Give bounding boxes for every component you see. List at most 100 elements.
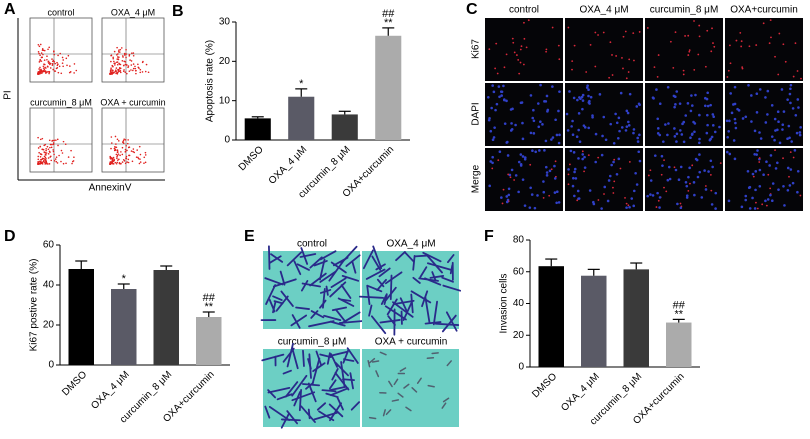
cell-stain	[402, 301, 413, 321]
y-tick-label: 40	[43, 280, 55, 291]
cell-dot	[491, 138, 495, 142]
cell-dot	[741, 67, 744, 70]
cell-dot	[581, 153, 585, 156]
cell-dot	[658, 196, 662, 199]
cell-stain	[422, 251, 442, 263]
event-dot	[44, 153, 47, 156]
cell-dot	[656, 75, 659, 78]
cell-dot	[792, 75, 795, 78]
cell-stain	[282, 369, 292, 375]
cell-dot	[615, 172, 619, 176]
cell-dot	[544, 165, 548, 169]
event-dot	[113, 147, 116, 150]
cell-dot	[713, 130, 717, 134]
y-tick-label: 0	[518, 362, 524, 373]
cell-dot	[505, 195, 509, 198]
cell-dot	[711, 165, 714, 169]
event-dot	[110, 136, 113, 138]
cell-stain	[403, 383, 410, 389]
event-dot	[141, 71, 144, 73]
cell-dot	[545, 48, 548, 51]
cell-dot	[598, 93, 602, 96]
cell-dot	[503, 66, 506, 69]
cell-dot	[770, 104, 774, 107]
cell-dot	[620, 126, 624, 129]
cell-dot	[502, 188, 505, 191]
cell-dot	[608, 174, 612, 178]
cell-dot	[647, 174, 650, 177]
event-dot	[39, 54, 41, 57]
cell-dot	[557, 141, 561, 145]
cell-stain	[329, 320, 346, 327]
y-tick-label: 20	[513, 330, 525, 341]
cell-dot	[613, 158, 616, 161]
cell-dot	[735, 39, 738, 42]
cell-stain	[300, 280, 309, 292]
event-dot	[117, 68, 120, 71]
cell-stain	[343, 358, 355, 362]
cell-dot	[673, 95, 677, 99]
cell-dot	[687, 54, 690, 56]
cell-dot	[638, 159, 642, 163]
event-dot	[48, 46, 50, 49]
cell-stain	[313, 260, 328, 267]
cell-dot	[712, 115, 715, 118]
cell-dot	[756, 207, 759, 210]
micrograph	[565, 18, 643, 81]
cell-stain	[426, 262, 452, 271]
cell-dot	[628, 92, 632, 96]
cell-dot	[758, 185, 762, 188]
event-dot	[39, 66, 41, 69]
event-dot	[54, 62, 57, 65]
event-dot	[38, 151, 40, 154]
cell-dot	[800, 77, 802, 80]
cell-dot	[523, 37, 526, 40]
event-dot	[124, 71, 127, 73]
cell-dot	[689, 109, 693, 113]
event-dot	[114, 161, 117, 164]
event-dot	[110, 147, 112, 150]
cell-dot	[600, 207, 603, 210]
plot-title: control	[47, 7, 74, 17]
event-dot	[116, 46, 118, 49]
event-dot	[139, 68, 142, 71]
event-dot	[45, 72, 47, 74]
cell-dot	[740, 205, 744, 209]
event-dot	[39, 155, 42, 158]
event-dot	[37, 147, 40, 149]
cell-dot	[748, 45, 751, 48]
cell-dot	[794, 42, 797, 45]
y-axis-title: Ki67 postive rate (%)	[29, 259, 40, 352]
event-dot	[44, 161, 46, 164]
cell-dot	[706, 113, 709, 117]
cell-stain	[286, 251, 303, 267]
event-dot	[116, 149, 119, 151]
cell-dot	[494, 67, 497, 70]
cell-dot	[505, 141, 509, 144]
cell-dot	[489, 129, 493, 133]
cell-dot	[777, 188, 780, 191]
event-dot	[47, 153, 50, 155]
event-dot	[37, 136, 39, 139]
cell-dot	[508, 173, 512, 177]
cell-dot	[711, 124, 715, 127]
cell-dot	[512, 41, 515, 44]
micrograph	[645, 148, 723, 211]
event-dot	[57, 63, 59, 65]
event-dot	[112, 160, 115, 163]
event-dot	[52, 68, 55, 71]
column-label: control	[509, 5, 539, 16]
event-dot	[49, 143, 52, 146]
cell-stain	[336, 396, 344, 411]
cell-stain	[427, 384, 435, 388]
event-dot	[132, 54, 135, 57]
cell-dot	[662, 140, 665, 143]
cell-dot	[497, 159, 500, 162]
cell-dot	[766, 198, 770, 201]
event-dot	[52, 149, 54, 151]
event-dot	[43, 49, 46, 52]
event-dot	[66, 64, 68, 67]
cell-stain	[410, 290, 432, 304]
cell-dot	[611, 54, 613, 56]
cell-stain	[388, 380, 393, 388]
